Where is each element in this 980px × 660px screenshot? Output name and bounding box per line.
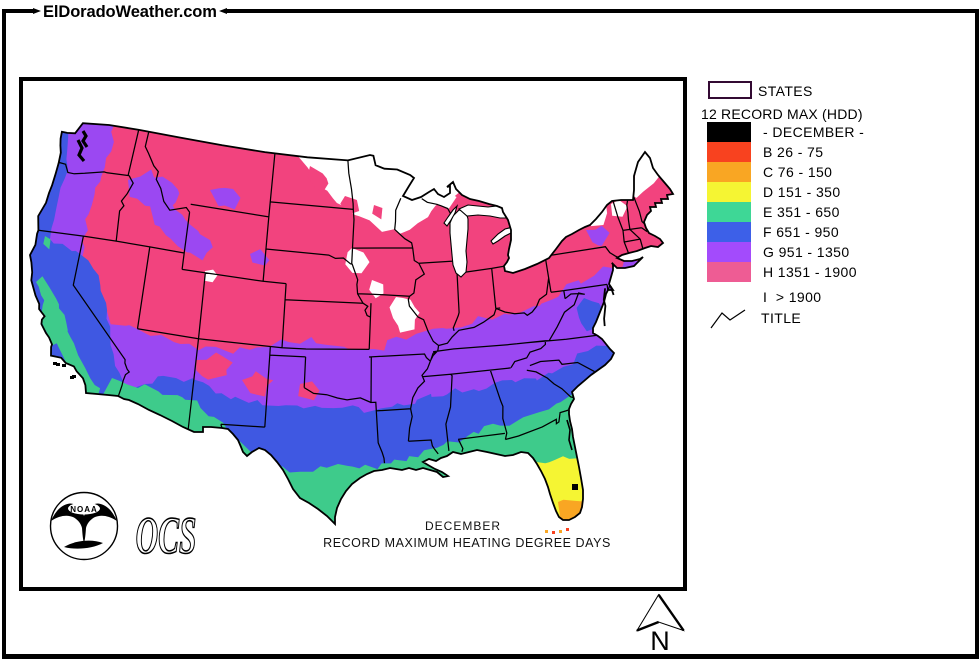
svg-text:OCS: OCS — [136, 505, 197, 564]
svg-text:NOAA: NOAA — [70, 505, 98, 514]
svg-text:N: N — [650, 626, 670, 656]
